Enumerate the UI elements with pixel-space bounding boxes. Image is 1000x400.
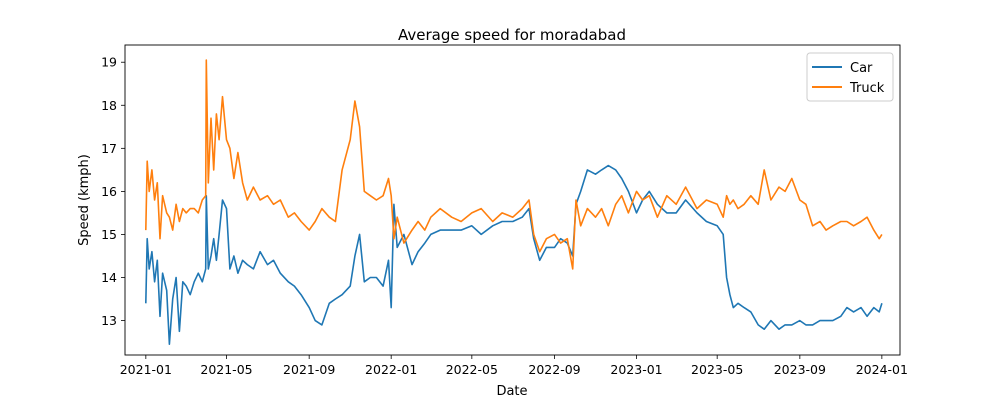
x-tick-label: 2022-01 [365, 362, 417, 377]
y-tick-label: 17 [101, 141, 117, 156]
series-line-truck [145, 59, 883, 270]
x-tick-label: 2021-09 [283, 362, 335, 377]
x-tick-label: 2021-05 [200, 362, 252, 377]
y-tick-label: 18 [101, 98, 117, 113]
y-axis-label: Speed (kmph) [77, 154, 92, 246]
legend-label-truck: Truck [849, 81, 885, 96]
x-tick-label: 2024-01 [856, 362, 908, 377]
plot-frame [124, 44, 901, 356]
x-tick-label: 2023-05 [691, 362, 743, 377]
x-tick-label: 2023-01 [610, 362, 662, 377]
x-axis-ticks: 2021-01 2021-05 2021-09 2022-01 2022-05 2022-… [120, 355, 908, 377]
series-line-car [145, 164, 883, 346]
x-tick-label: 2022-05 [446, 362, 498, 377]
y-tick-label: 16 [101, 184, 117, 199]
plot-lines [145, 59, 883, 346]
x-tick-label: 2021-01 [120, 362, 172, 377]
x-tick-label: 2023-09 [774, 362, 826, 377]
y-tick-label: 15 [101, 227, 117, 242]
x-axis-label: Date [496, 384, 527, 399]
legend-box [806, 52, 894, 102]
y-axis-ticks: 13 14 15 16 17 18 19 [101, 55, 125, 328]
y-tick-label: 19 [101, 55, 117, 70]
legend-label-car: Car [850, 61, 873, 76]
y-tick-label: 13 [101, 313, 117, 328]
legend: Car Truck [806, 52, 894, 102]
x-tick-label: 2022-09 [528, 362, 580, 377]
y-tick-label: 14 [101, 270, 117, 285]
chart-title: Average speed for moradabad [398, 26, 626, 44]
